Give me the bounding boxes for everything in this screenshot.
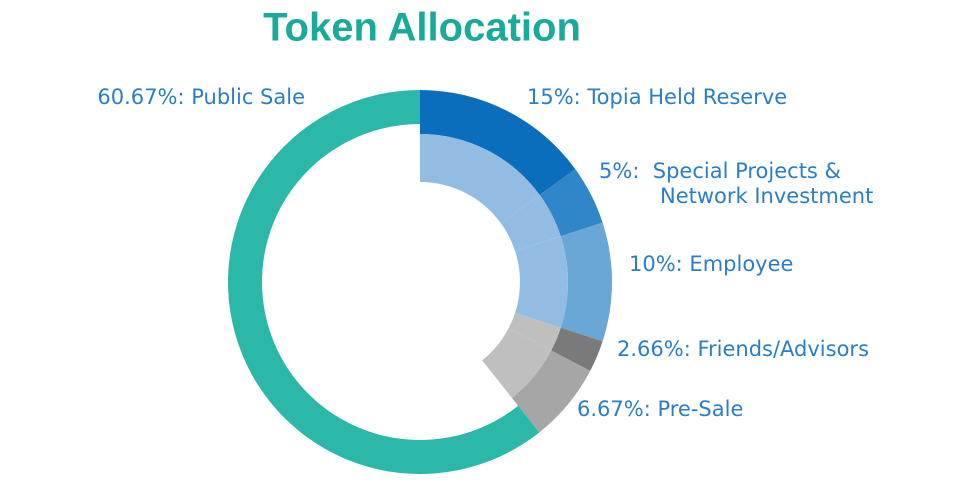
segment-inner <box>508 312 561 351</box>
segment <box>511 350 591 433</box>
segment <box>560 222 613 342</box>
segment <box>551 327 603 371</box>
slice-label: Network Investment <box>660 184 873 208</box>
slice-label: 5%: Special Projects & <box>599 159 841 183</box>
slice-label: 2.66%: Friends/Advisors <box>617 337 869 361</box>
segment <box>420 90 576 196</box>
segment-inner <box>515 236 568 328</box>
segment-inner <box>500 195 561 252</box>
segment <box>228 90 540 474</box>
slice-label: 6.67%: Pre-Sale <box>577 397 743 421</box>
segment <box>539 169 603 237</box>
chart-title: Token Allocation <box>263 6 581 50</box>
slice-label: 60.67%: Public Sale <box>97 85 305 109</box>
segment-inner <box>482 328 552 398</box>
slice-label: 10%: Employee <box>629 252 793 276</box>
slice-label: 15%: Topia Held Reserve <box>527 85 787 109</box>
segment-inner <box>420 134 540 224</box>
